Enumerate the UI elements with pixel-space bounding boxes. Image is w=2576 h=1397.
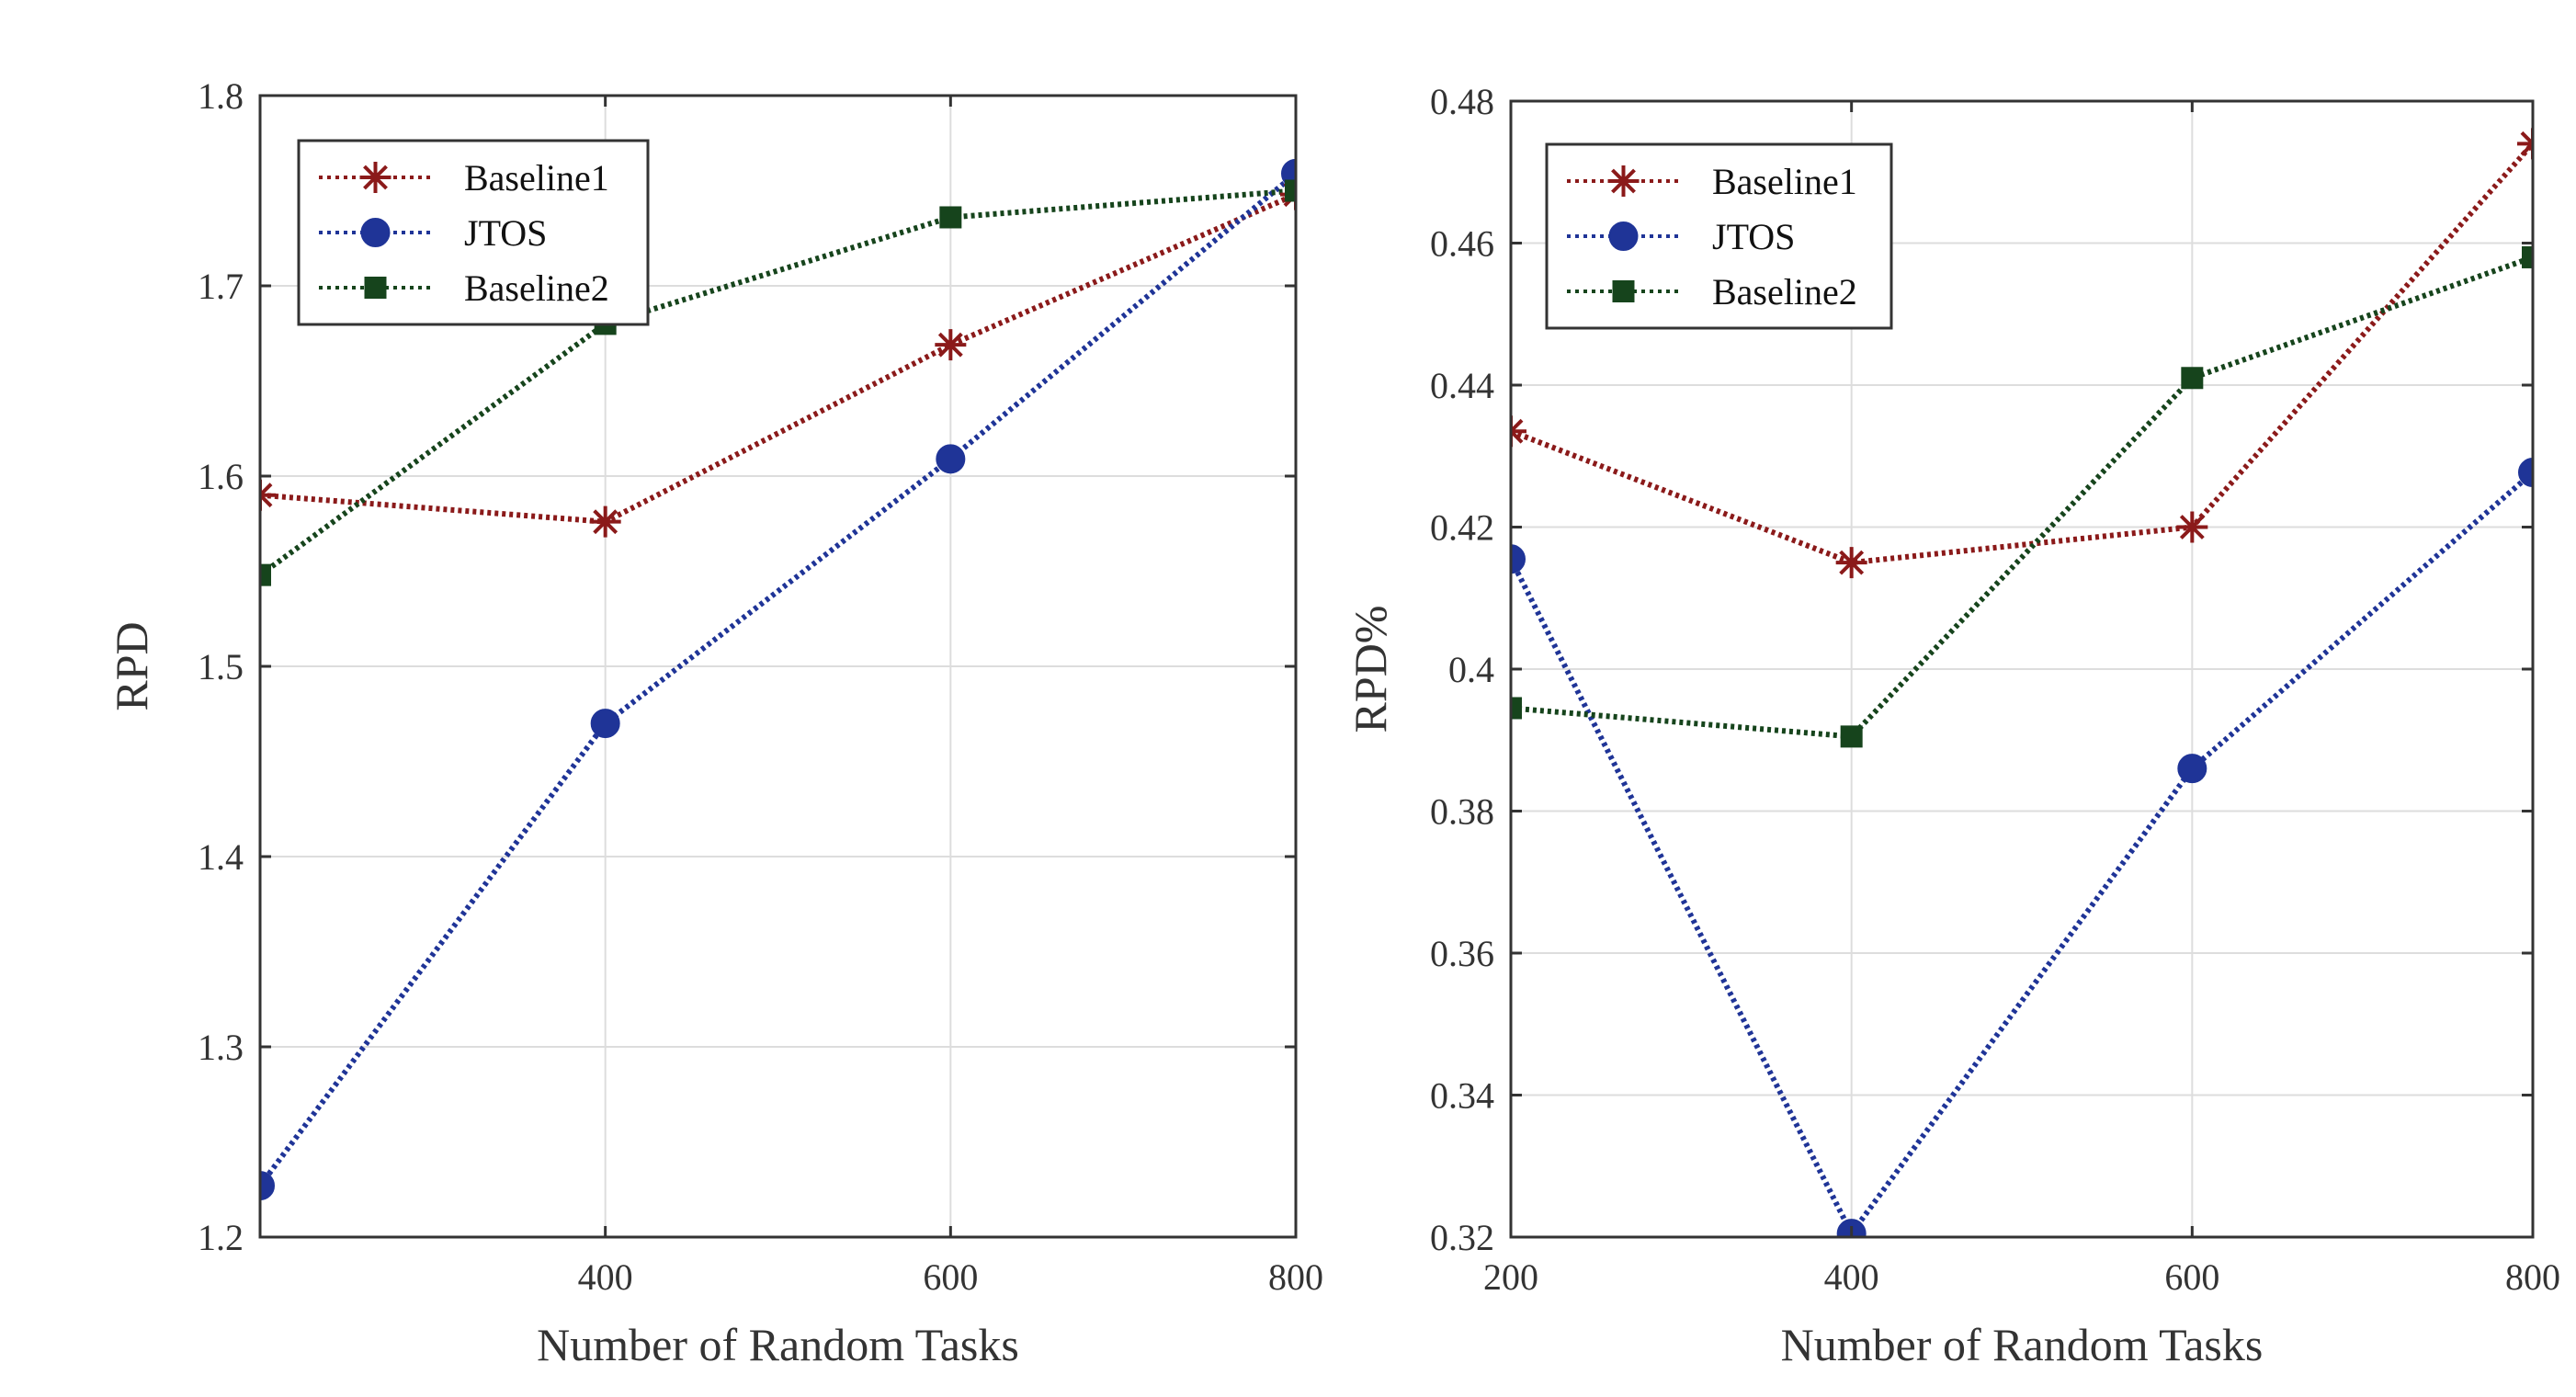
y-tick-label: 0.46 [1430, 223, 1494, 265]
series-line-baseline2 [1511, 255, 2533, 740]
legend-label-baseline2: Baseline2 [1712, 271, 1857, 312]
right-rpd-percent-chart: 0.32 0.34 0.36 0.38 0.4 0.42 0.44 0.46 0.48 200 40… [1345, 81, 2560, 1370]
data-point-baseline2 [260, 563, 271, 586]
y-tick-label: 0.36 [1430, 933, 1494, 974]
legend-marker-jtos [360, 218, 391, 247]
legend: Baseline1 JTOS Baseline2 [297, 139, 650, 326]
series-layer [260, 158, 1296, 1201]
y-tick-label: 1.8 [198, 75, 244, 117]
legend-marker-baseline1 [359, 162, 392, 193]
series-line-jtos [1511, 470, 2533, 1237]
y-axis-label: RPD% [1345, 606, 1396, 733]
legend-marker-baseline2 [364, 277, 387, 299]
x-tick-label: 200 [1483, 1256, 1538, 1298]
legend: Baseline1 JTOS Baseline2 [1545, 142, 1893, 330]
data-point-baseline1 [2176, 511, 2208, 543]
data-point-jtos [260, 1171, 275, 1201]
legend-label-jtos: JTOS [464, 212, 547, 254]
data-point-jtos [590, 709, 620, 739]
y-tick-label: 0.38 [1430, 791, 1494, 833]
x-tick-label: 800 [1268, 1256, 1323, 1298]
series-line-jtos [260, 171, 1296, 1187]
y-tick-label: 1.2 [198, 1217, 244, 1258]
data-point-baseline1 [589, 505, 621, 538]
data-point-baseline1 [1835, 547, 1867, 579]
data-point-baseline2 [2181, 367, 2204, 390]
x-axis-label: Number of Random Tasks [1781, 1319, 2264, 1370]
legend-box [1545, 142, 1893, 330]
data-point-baseline2 [1511, 697, 1522, 720]
legend-label-baseline2: Baseline2 [464, 267, 609, 309]
data-point-baseline1 [935, 329, 967, 361]
y-tick-label: 0.48 [1430, 81, 1494, 122]
data-point-jtos [936, 444, 966, 474]
legend-marker-jtos [1608, 221, 1639, 251]
series-line-baseline1 [1511, 142, 2533, 566]
y-tick-label: 0.44 [1430, 365, 1494, 406]
series-line-baseline2 [260, 187, 1296, 578]
y-tick-label: 1.6 [198, 456, 244, 497]
legend-label-baseline1: Baseline1 [1712, 161, 1857, 202]
y-tick-label: 1.3 [198, 1027, 244, 1068]
left-rpd-chart: 1.2 1.3 1.4 1.5 1.6 1.7 1.8 400 600 800 Number of … [106, 75, 1323, 1370]
y-tick-label: 0.34 [1430, 1075, 1494, 1117]
y-tick-label: 1.7 [198, 266, 244, 307]
data-point-baseline2 [1840, 725, 1863, 748]
series-line-baseline1 [260, 191, 1296, 525]
y-tick-label: 1.5 [198, 646, 244, 687]
series-layer [1511, 128, 2533, 1237]
y-tick-label: 1.4 [198, 836, 244, 878]
y-tick-label: 0.42 [1430, 507, 1494, 549]
data-point-jtos [1511, 544, 1526, 574]
legend-marker-baseline2 [1612, 280, 1635, 302]
x-tick-label: 800 [2505, 1256, 2560, 1298]
x-tick-label: 400 [578, 1256, 633, 1298]
y-tick-label: 0.32 [1430, 1217, 1494, 1258]
data-point-jtos [2518, 458, 2533, 488]
data-point-baseline2 [939, 206, 962, 229]
x-tick-label: 600 [923, 1256, 978, 1298]
y-axis-label: RPD [106, 621, 157, 710]
legend-label-jtos: JTOS [1712, 216, 1795, 257]
data-point-baseline2 [2522, 245, 2533, 268]
x-tick-label: 600 [2164, 1256, 2219, 1298]
data-point-jtos [2177, 754, 2207, 784]
legend-label-baseline1: Baseline1 [464, 157, 609, 199]
legend-box [297, 139, 650, 326]
x-tick-label: 400 [1824, 1256, 1879, 1298]
y-tick-label: 0.4 [1448, 649, 1494, 690]
x-axis-label: Number of Random Tasks [537, 1319, 1019, 1370]
legend-marker-baseline1 [1607, 165, 1640, 197]
data-point-baseline2 [1285, 179, 1296, 202]
